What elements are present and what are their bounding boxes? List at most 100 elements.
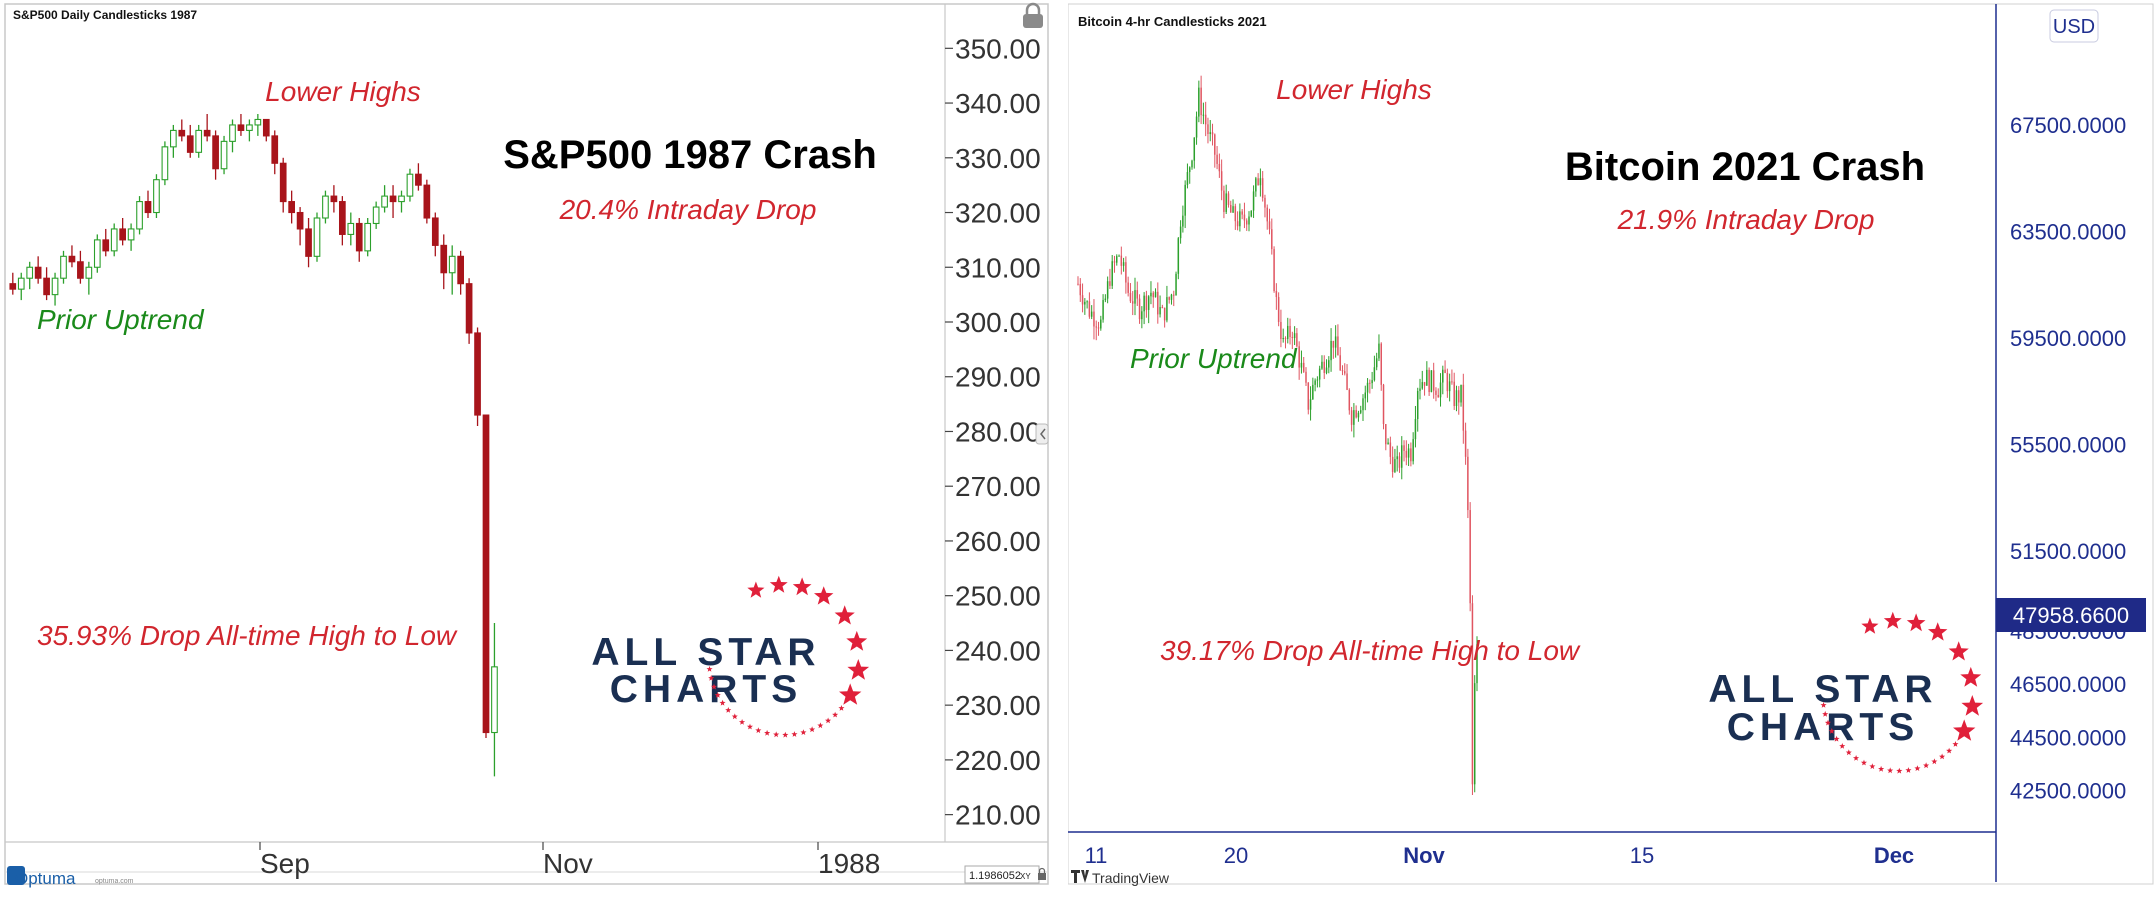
candle-body-down xyxy=(1462,384,1465,431)
candle-body-down xyxy=(1277,297,1280,322)
candle-body-down xyxy=(1131,301,1134,304)
sp500-headline: S&P500 1987 Crash xyxy=(503,133,877,177)
candle-body-up xyxy=(1414,419,1417,440)
tradingview-logo-icon xyxy=(1071,870,1089,883)
candle-body-down xyxy=(1079,283,1082,296)
candle-body-down xyxy=(1243,214,1246,221)
candle-body-up xyxy=(1188,167,1191,173)
candle-body-up xyxy=(1141,311,1143,320)
logo-small-star-icon xyxy=(773,731,780,738)
candle-body-down xyxy=(1138,298,1141,320)
candle xyxy=(1318,365,1321,388)
candle xyxy=(1369,379,1371,394)
candle-body-down xyxy=(1097,327,1100,329)
candle-body-up xyxy=(1407,448,1410,458)
candle xyxy=(1081,283,1084,313)
candle-body-down xyxy=(1211,132,1214,135)
bitcoin-x-axis: 11 20 Nov 15 Dec xyxy=(1085,843,1915,868)
candle xyxy=(1476,636,1478,692)
logo-star-icon xyxy=(839,683,862,705)
candle xyxy=(465,278,473,344)
scroll-handle-icon[interactable] xyxy=(1035,423,1049,445)
candle xyxy=(153,174,160,218)
candle xyxy=(1223,185,1225,219)
candle xyxy=(1312,377,1314,400)
candle xyxy=(1086,300,1088,309)
candle-body-down xyxy=(1266,207,1268,222)
candle xyxy=(102,228,110,257)
sp500-y-axis: 350.00 340.00 330.00 320.00 310.00 300.00 290.… xyxy=(945,33,1041,831)
candle-body-up xyxy=(60,255,67,279)
logo-small-star-icon xyxy=(1914,765,1921,771)
logo-small-star-icon xyxy=(791,731,798,737)
candle-body-up xyxy=(1401,445,1403,468)
candle xyxy=(170,124,177,158)
candle xyxy=(330,185,338,213)
lock-small-icon[interactable] xyxy=(1038,867,1046,881)
candle xyxy=(1357,410,1360,422)
candle xyxy=(364,218,372,257)
candle-body-down xyxy=(1380,343,1382,385)
candle-body-down xyxy=(1291,336,1294,339)
candle xyxy=(448,245,456,295)
sp500-prior-uptrend-label: Prior Uptrend xyxy=(37,304,205,335)
candle xyxy=(1159,295,1161,318)
y-tick-label: 320.00 xyxy=(955,198,1041,229)
bitcoin-headline: Bitcoin 2021 Crash xyxy=(1565,145,1925,189)
sp500-drop-label: 20.4% Intraday Drop xyxy=(559,194,817,225)
candle-body-up xyxy=(1421,382,1424,389)
logo-small-star-icon xyxy=(1845,749,1852,756)
y-tick-label: 260.00 xyxy=(955,526,1041,557)
candle-body-up xyxy=(1100,319,1102,329)
logo-star-icon xyxy=(769,575,788,593)
candle xyxy=(1143,292,1145,325)
candle xyxy=(1236,211,1239,231)
candle xyxy=(178,119,186,142)
candle-body-up xyxy=(1287,325,1289,339)
candle xyxy=(229,119,236,153)
logo-star-icon xyxy=(792,577,812,596)
candle xyxy=(237,114,245,136)
y-tick-label: 230.00 xyxy=(955,690,1041,721)
candle-body-down xyxy=(1296,333,1298,347)
candle xyxy=(1473,675,1476,793)
candle xyxy=(127,223,135,251)
candle xyxy=(1264,194,1266,218)
last-price-tag: 47958.6600 xyxy=(1996,598,2146,632)
candle-body-down xyxy=(1471,603,1474,785)
candle-body-down xyxy=(1280,321,1282,339)
candle-body-down xyxy=(1218,163,1221,172)
candle xyxy=(338,196,346,246)
candle xyxy=(474,327,481,426)
candle xyxy=(288,190,296,224)
candle xyxy=(1161,304,1164,309)
candle-body-up xyxy=(1426,369,1428,386)
candle-body-down xyxy=(1145,295,1148,310)
candle-body-down xyxy=(1453,381,1455,407)
logo-small-star-icon xyxy=(731,713,738,720)
candle-body-up xyxy=(1373,367,1376,381)
candle-body-up xyxy=(1150,292,1152,297)
candle xyxy=(144,190,152,218)
candle-body-down xyxy=(1323,361,1325,373)
scale-readout[interactable]: 1.1986052 XY xyxy=(964,865,1040,884)
candle xyxy=(1266,204,1268,230)
lock-icon[interactable] xyxy=(1023,2,1043,28)
candle-body-down xyxy=(431,217,439,246)
candle xyxy=(1391,446,1394,478)
candle xyxy=(1166,285,1168,323)
candle-body-up xyxy=(1090,311,1093,317)
logo-small-star-icon xyxy=(1931,758,1938,765)
candle xyxy=(1131,291,1134,316)
x-tick-label: Nov xyxy=(1403,843,1445,868)
candle xyxy=(1186,163,1189,189)
candle-body-up xyxy=(1416,390,1419,420)
currency-badge[interactable]: USD xyxy=(2049,9,2099,43)
candle-body-down xyxy=(1437,394,1439,398)
candle xyxy=(1257,173,1259,186)
candle xyxy=(1439,373,1442,407)
candle xyxy=(1129,283,1132,303)
candle xyxy=(1444,360,1446,374)
y-tick-label: 310.00 xyxy=(955,252,1041,283)
candle xyxy=(1371,371,1373,389)
